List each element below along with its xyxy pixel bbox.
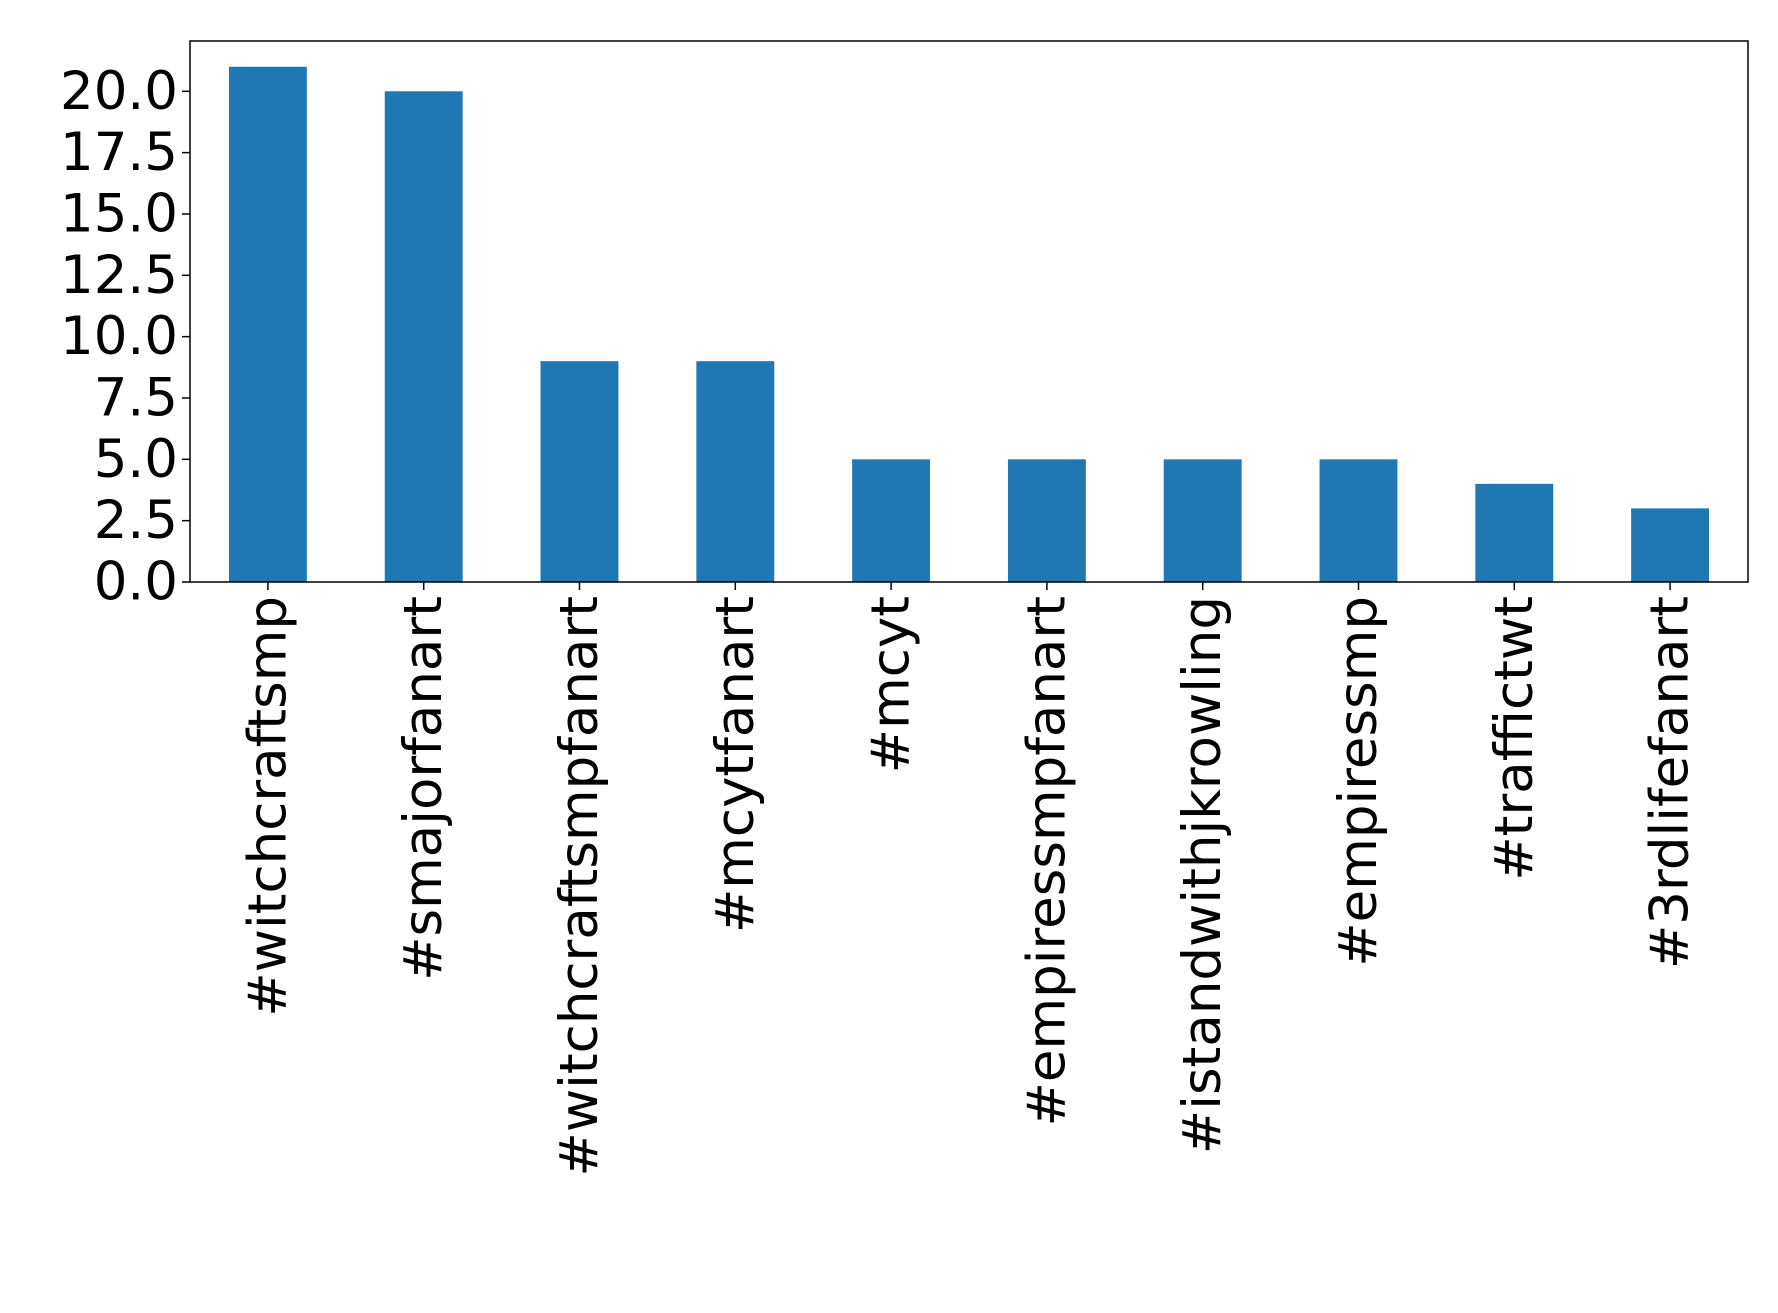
y-tick-label-1: 2.5: [94, 490, 178, 551]
y-tick-label-3: 7.5: [94, 367, 178, 428]
x-tick-label-1: #smajorfanart: [393, 596, 454, 981]
y-axis: 0.02.55.07.510.012.515.017.520.0: [60, 61, 190, 613]
x-tick-label-0: #witchcraftsmp: [237, 596, 298, 1017]
bar-9: [1631, 508, 1710, 582]
bar-8: [1475, 483, 1554, 582]
x-tick-label-6: #istandwithjkrowling: [1172, 596, 1233, 1154]
y-tick-label-4: 10.0: [60, 306, 178, 367]
y-tick-label-2: 5.0: [94, 429, 178, 490]
bar-7: [1319, 459, 1398, 582]
bar-1: [384, 91, 463, 582]
bar-6: [1163, 459, 1242, 582]
y-tick-label-8: 20.0: [60, 61, 178, 122]
x-tick-label-4: #mcyt: [861, 596, 922, 773]
bar-3: [696, 361, 775, 582]
x-tick-label-5: #empiressmpfanart: [1016, 596, 1077, 1127]
bar-4: [852, 459, 931, 582]
x-tick-label-2: #witchcraftsmpfanart: [549, 596, 610, 1177]
x-tick-label-7: #empiressmp: [1328, 596, 1389, 967]
x-tick-label-9: #3rdlifefanart: [1640, 596, 1701, 969]
y-tick-label-0: 0.0: [94, 552, 178, 613]
x-tick-label-8: #traffictwt: [1484, 596, 1545, 881]
x-axis: #witchcraftsmp #smajorfanart #witchcraftsm…: [237, 582, 1701, 1177]
y-tick-label-6: 15.0: [60, 183, 178, 244]
bar-0: [228, 66, 307, 582]
x-tick-label-3: #mcytfanart: [705, 596, 766, 933]
bar-5: [1007, 459, 1086, 582]
bar-2: [540, 361, 619, 582]
y-tick-label-7: 17.5: [60, 122, 178, 183]
bars-group: [228, 66, 1710, 582]
y-tick-label-5: 12.5: [60, 245, 178, 306]
plot-frame: [189, 40, 1749, 583]
